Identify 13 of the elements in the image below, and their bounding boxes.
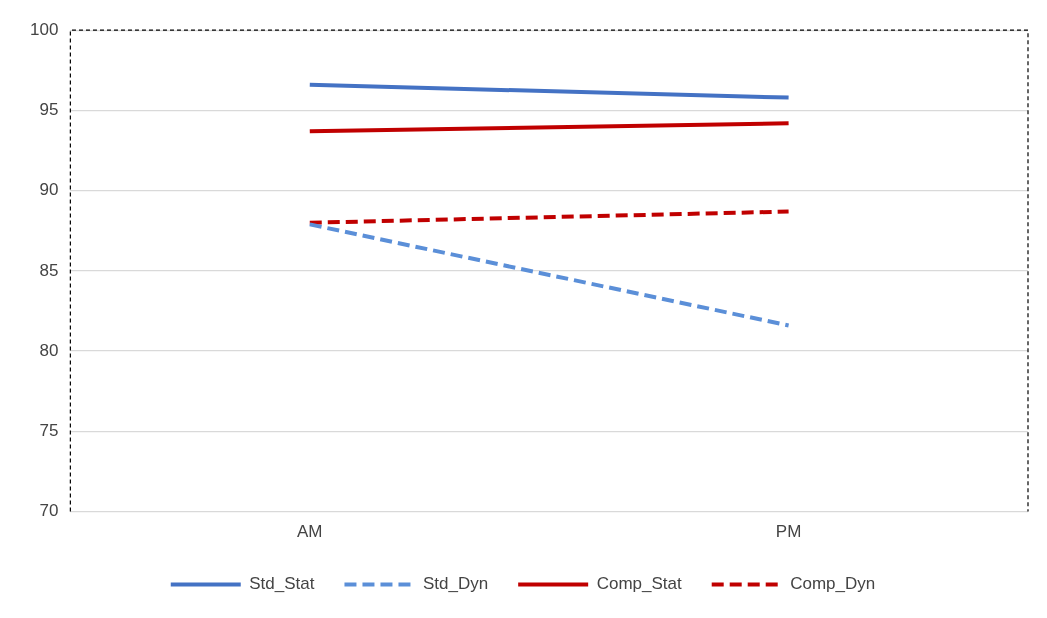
legend-label: Std_Stat (249, 574, 315, 594)
y-tick-label: 85 (39, 260, 59, 280)
x-tick-label: PM (775, 522, 802, 542)
y-tick-label: 95 (39, 100, 59, 120)
x-tick-label: AM (297, 522, 323, 542)
legend-label: Comp_Dyn (790, 574, 876, 594)
legend-label: Comp_Stat (596, 574, 682, 594)
y-tick-label: 90 (39, 180, 59, 200)
legend-label: Std_Dyn (422, 574, 489, 594)
y-tick-label: 75 (39, 421, 59, 441)
y-tick-label: 100 (29, 19, 59, 39)
y-tick-label: 80 (39, 340, 59, 360)
y-tick-label: 70 (39, 501, 59, 521)
